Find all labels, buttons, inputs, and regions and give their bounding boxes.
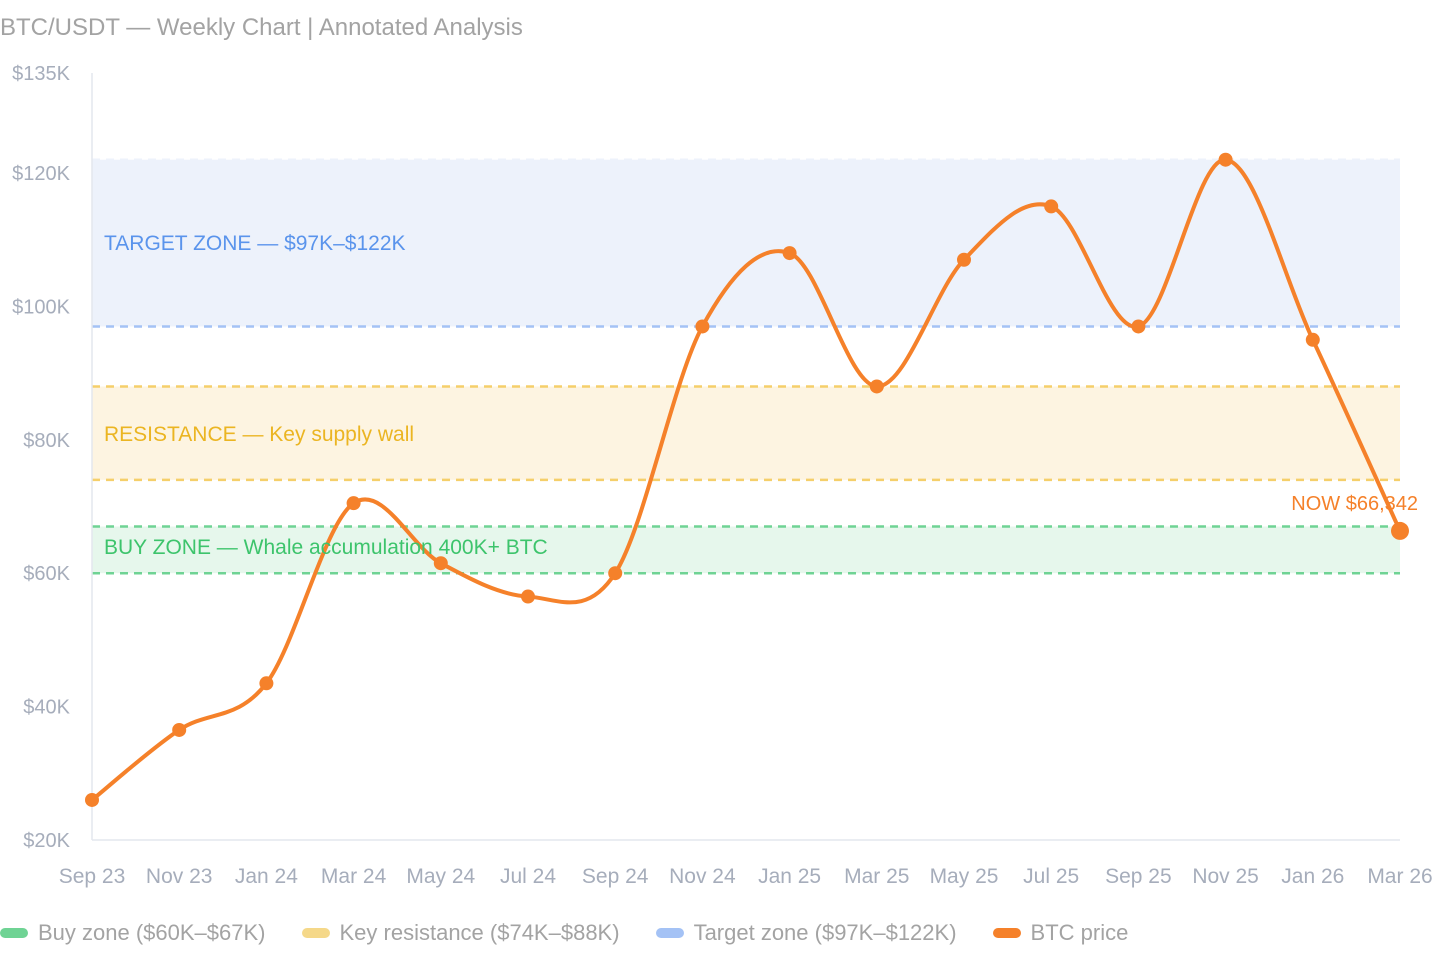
axes: $20K $40K $60K $80K $100K $120K $135K Sep 23 Nov… [12,63,1433,888]
y-tick-label: $60K [23,563,70,585]
price-points [85,152,1409,807]
btc-price-point [172,722,187,737]
legend-label: Target zone ($97K–$122K) [693,920,957,945]
zone-bands [92,158,1400,575]
zone-band-0 [92,526,1400,574]
btc-price-point [1131,319,1146,334]
legend-item: Buy zone ($60K–$67K) [0,920,266,946]
zone-band-label-2: TARGET ZONE — $97K–$122K [104,232,406,255]
x-tick-label: Sep 24 [582,865,649,888]
zone-band-label-1: RESISTANCE — Key supply wall [104,423,414,446]
x-tick-label: Mar 25 [844,865,909,888]
x-tick-label: Nov 25 [1192,865,1259,888]
y-tick-label: $100K [12,296,70,318]
legend-swatch [992,928,1021,938]
x-tick-label: May 25 [930,865,999,888]
x-tick-label: Nov 23 [146,865,213,888]
zone-band-1 [92,386,1400,480]
btc-price-point [259,676,274,691]
btc-price-point [1044,199,1059,214]
btc-price-point [521,589,535,604]
btc-price-point [1305,332,1320,347]
annotations: BUY ZONE — Whale accumulation 400K+ BTC R… [104,232,1418,559]
now-price-label: NOW $66,342 [1291,493,1418,515]
x-tick-label: Mar 26 [1367,865,1432,888]
zone-band-label-0: BUY ZONE — Whale accumulation 400K+ BTC [104,536,548,559]
x-tick-label: Sep 25 [1105,865,1172,888]
x-tick-label: Mar 24 [321,865,387,888]
btc-price-point [869,379,884,394]
chart-legend: Buy zone ($60K–$67K) Key resistance ($74K… [0,920,1164,946]
y-tick-label: $80K [23,430,70,452]
chart-plot: $20K $40K $60K $80K $100K $120K $135K Sep 23 Nov… [12,63,1433,888]
btc-price-point [608,566,623,581]
legend-label: Key resistance ($74K–$88K) [339,920,620,945]
legend-label: BTC price [1030,920,1129,945]
x-tick-label: May 24 [406,865,475,888]
legend-swatch [0,928,28,938]
btc-price-point [957,252,971,267]
btc-price-point [85,792,99,807]
y-tick-label: $40K [23,697,70,719]
x-tick-label: Jan 26 [1281,865,1344,888]
x-tick-label: Jan 25 [758,865,821,888]
legend-item: Key resistance ($74K–$88K) [301,920,620,946]
legend-swatch [655,928,684,938]
legend-item: Target zone ($97K–$122K) [655,920,957,946]
x-tick-label: Jul 25 [1023,865,1079,888]
btc-price-point [346,496,361,511]
y-tick-label: $120K [12,163,70,185]
y-tick-label: $20K [23,830,70,852]
x-tick-label: Sep 23 [59,865,126,888]
btc-price-point [782,246,797,261]
legend-item: BTC price [992,920,1129,946]
x-tick-label: Jul 24 [500,865,556,888]
x-tick-label: Jan 24 [235,865,298,888]
btc-price-point [1218,152,1233,167]
legend-label: Buy zone ($60K–$67K) [38,920,266,945]
x-tick-label: Nov 24 [669,865,736,888]
y-tick-label: $135K [12,63,70,85]
btc-price-point [433,556,448,571]
chart-title: BTC/USDT — Weekly Chart | Annotated Anal… [0,14,523,41]
legend-swatch [301,928,330,938]
btc-price-point [1391,521,1409,540]
btc-price-point [695,319,710,334]
